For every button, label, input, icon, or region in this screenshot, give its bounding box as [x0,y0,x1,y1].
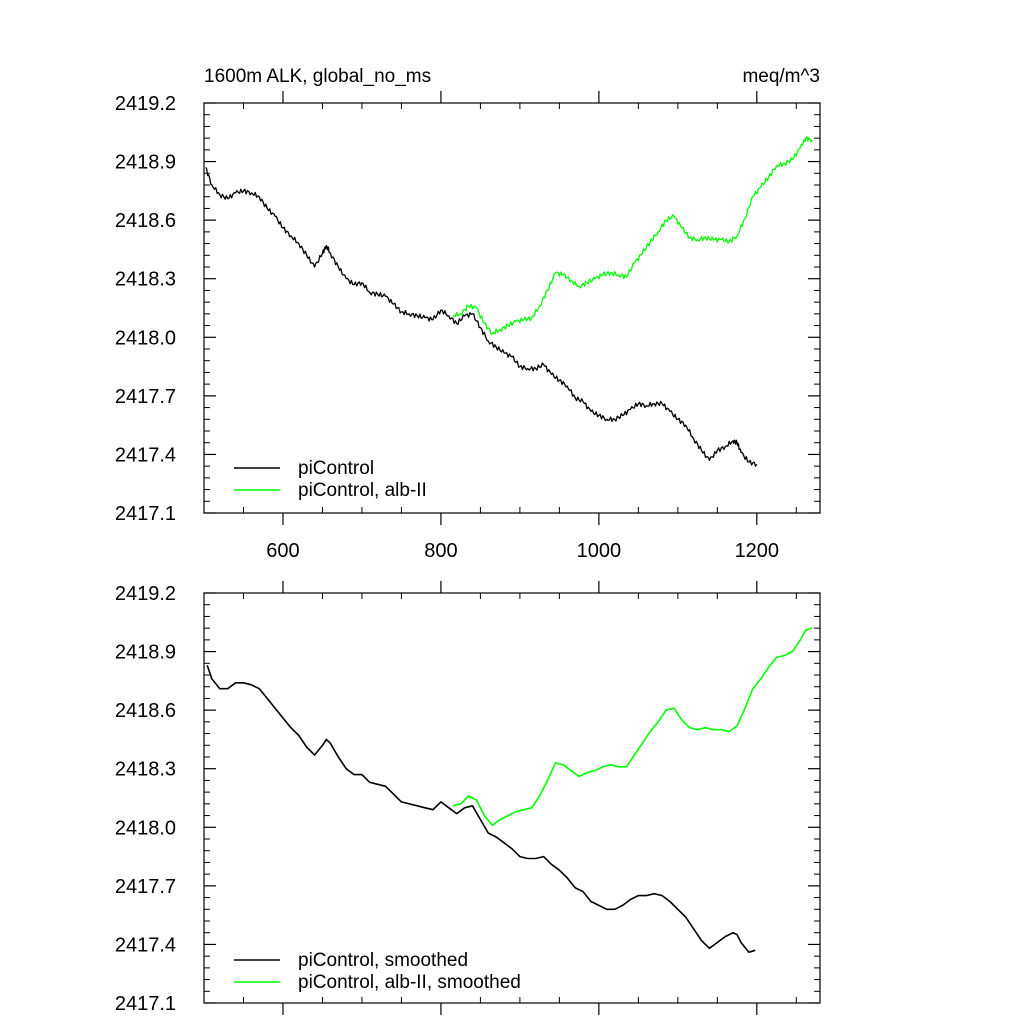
plot-frame [203,102,821,514]
series-line-picontrol [206,664,756,953]
plot-frame [203,592,821,1004]
y-tick-label: 2418.0 [115,327,176,349]
x-tick-label: 800 [424,540,457,562]
y-tick-label: 2417.4 [115,934,176,956]
series-line-alb-ii [452,136,813,335]
x-tick-label: 600 [266,540,299,562]
bottom-panel: 2417.1 2417.4 2417.7 2418.0 2418.3 2418.6 2418… [115,581,821,1015]
y-tick-label: 2418.0 [115,817,176,839]
y-tick-label: 2418.3 [115,759,176,781]
y-tick-label: 2417.4 [115,444,176,466]
y-tick-label: 2418.9 [115,152,176,174]
y-tick-label: 2419.2 [115,583,176,605]
legend-label: piControl, alb-II, smoothed [298,972,521,993]
legend-label: piControl [298,458,374,479]
y-tick-label: 2417.1 [115,993,176,1015]
x-tick-label: 1000 [577,540,622,562]
top-panel: 2417.1 2417.4 2417.7 2418.0 2418.3 2418.6 2418… [115,91,821,562]
x-tick-label: 1200 [735,540,780,562]
series-line-picontrol [205,166,758,467]
y-tick-label: 2418.3 [115,269,176,291]
y-tick-label: 2418.9 [115,642,176,664]
y-tick-label: 2418.6 [115,700,176,722]
y-tick-label: 2417.7 [115,876,176,898]
legend-label: piControl, smoothed [298,950,468,971]
y-tick-label: 2419.2 [115,93,176,115]
legend-label: piControl, alb-II [298,480,427,501]
chart-units-label: meq/m^3 [742,66,820,87]
series-line-alb-ii [452,627,813,827]
y-tick-label: 2417.1 [115,503,176,525]
chart-title: 1600m ALK, global_no_ms [204,66,431,87]
y-tick-label: 2418.6 [115,210,176,232]
y-tick-label: 2417.7 [115,386,176,408]
